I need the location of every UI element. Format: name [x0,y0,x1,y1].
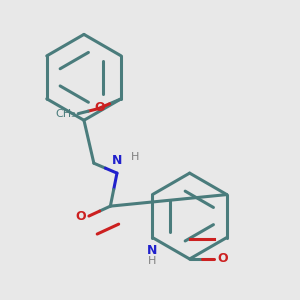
Text: O: O [94,100,105,114]
Text: O: O [75,209,86,223]
Text: N: N [112,154,122,166]
Text: H: H [131,152,139,162]
Text: H: H [148,256,157,266]
Text: O: O [217,253,228,266]
Text: N: N [147,244,158,257]
Text: CH₃: CH₃ [56,109,76,119]
